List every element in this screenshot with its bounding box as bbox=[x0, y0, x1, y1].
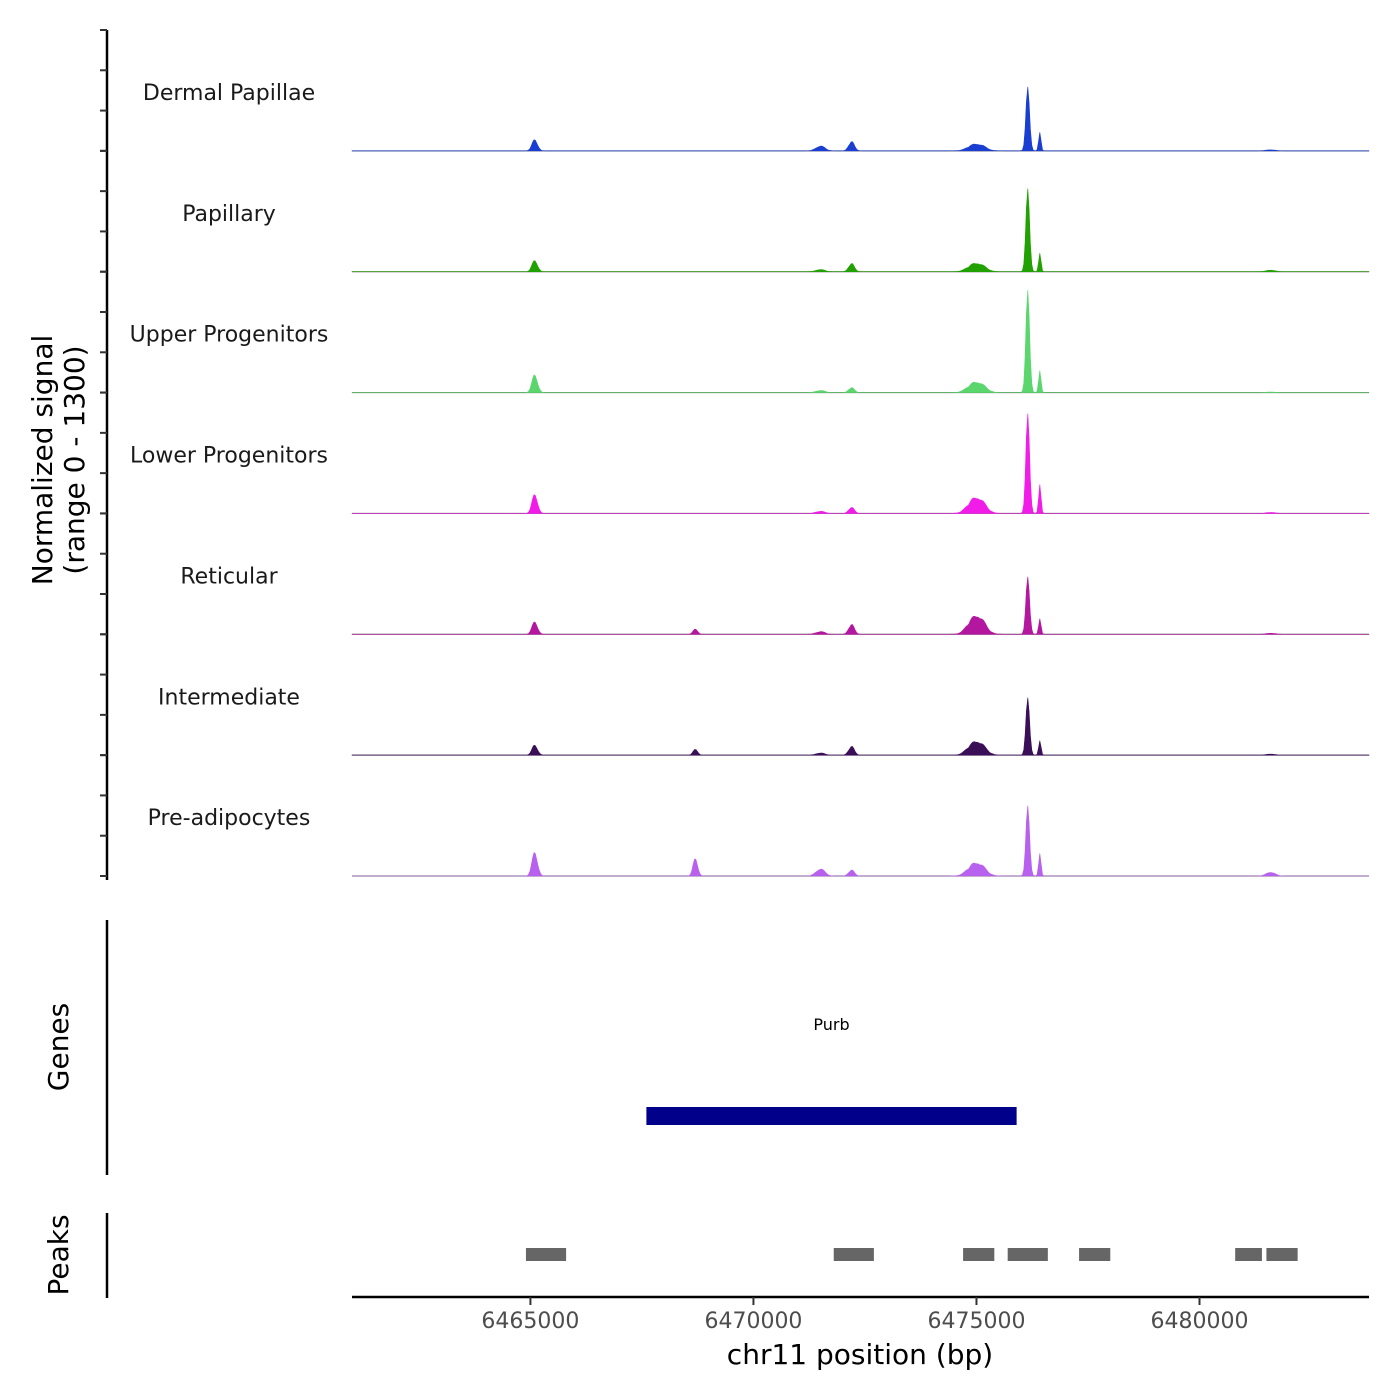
track-label: Intermediate bbox=[158, 685, 300, 710]
signal-y-axis bbox=[100, 29, 109, 880]
track-label: Papillary bbox=[182, 202, 276, 227]
track-label: Lower Progenitors bbox=[130, 444, 328, 469]
track-label: Reticular bbox=[180, 564, 278, 589]
gene-label: Purb bbox=[813, 1015, 849, 1034]
signal-area-upper-progenitors bbox=[351, 290, 1370, 393]
peak-region bbox=[963, 1248, 995, 1261]
signal-tracks bbox=[351, 86, 1370, 877]
peak-region bbox=[1007, 1248, 1048, 1261]
genes-ylabel: Genes bbox=[42, 1003, 75, 1091]
peaks-ylabel: Peaks bbox=[42, 1214, 75, 1295]
peak-region bbox=[1266, 1248, 1298, 1261]
signal-area-papillary bbox=[351, 188, 1370, 273]
signal-ylabel-line2: (range 0 - 1300) bbox=[58, 345, 91, 574]
x-tick-label: 6465000 bbox=[481, 1309, 579, 1334]
signal-area-pre-adipocytes bbox=[352, 805, 1369, 877]
peak-region bbox=[1079, 1248, 1111, 1261]
gene-body bbox=[646, 1107, 1017, 1125]
track-labels: Dermal Papillae Papillary Upper Progenitor… bbox=[130, 81, 329, 831]
peak-region bbox=[1235, 1248, 1262, 1261]
peaks-track bbox=[525, 1248, 1298, 1261]
x-tick-label: 6480000 bbox=[1151, 1309, 1249, 1334]
signal-ylabel-line1: Normalized signal bbox=[26, 335, 59, 586]
track-label: Dermal Papillae bbox=[143, 81, 315, 106]
track-label: Pre-adipocytes bbox=[148, 806, 311, 831]
genes-track: Purb bbox=[646, 1015, 1017, 1125]
x-tick-label: 6470000 bbox=[704, 1309, 802, 1334]
signal-area-reticular bbox=[351, 576, 1370, 635]
x-axis-ticks: 6465000 6470000 6475000 6480000 bbox=[481, 1297, 1248, 1334]
peak-region bbox=[525, 1248, 567, 1261]
signal-area-intermediate bbox=[351, 697, 1370, 756]
x-axis-title: chr11 position (bp) bbox=[727, 1338, 993, 1371]
track-label: Upper Progenitors bbox=[130, 323, 329, 348]
peak-region bbox=[833, 1248, 874, 1261]
signal-area-dermal-papillae bbox=[351, 86, 1370, 152]
x-tick-label: 6475000 bbox=[927, 1309, 1025, 1334]
signal-area-lower-progenitors bbox=[351, 413, 1370, 514]
